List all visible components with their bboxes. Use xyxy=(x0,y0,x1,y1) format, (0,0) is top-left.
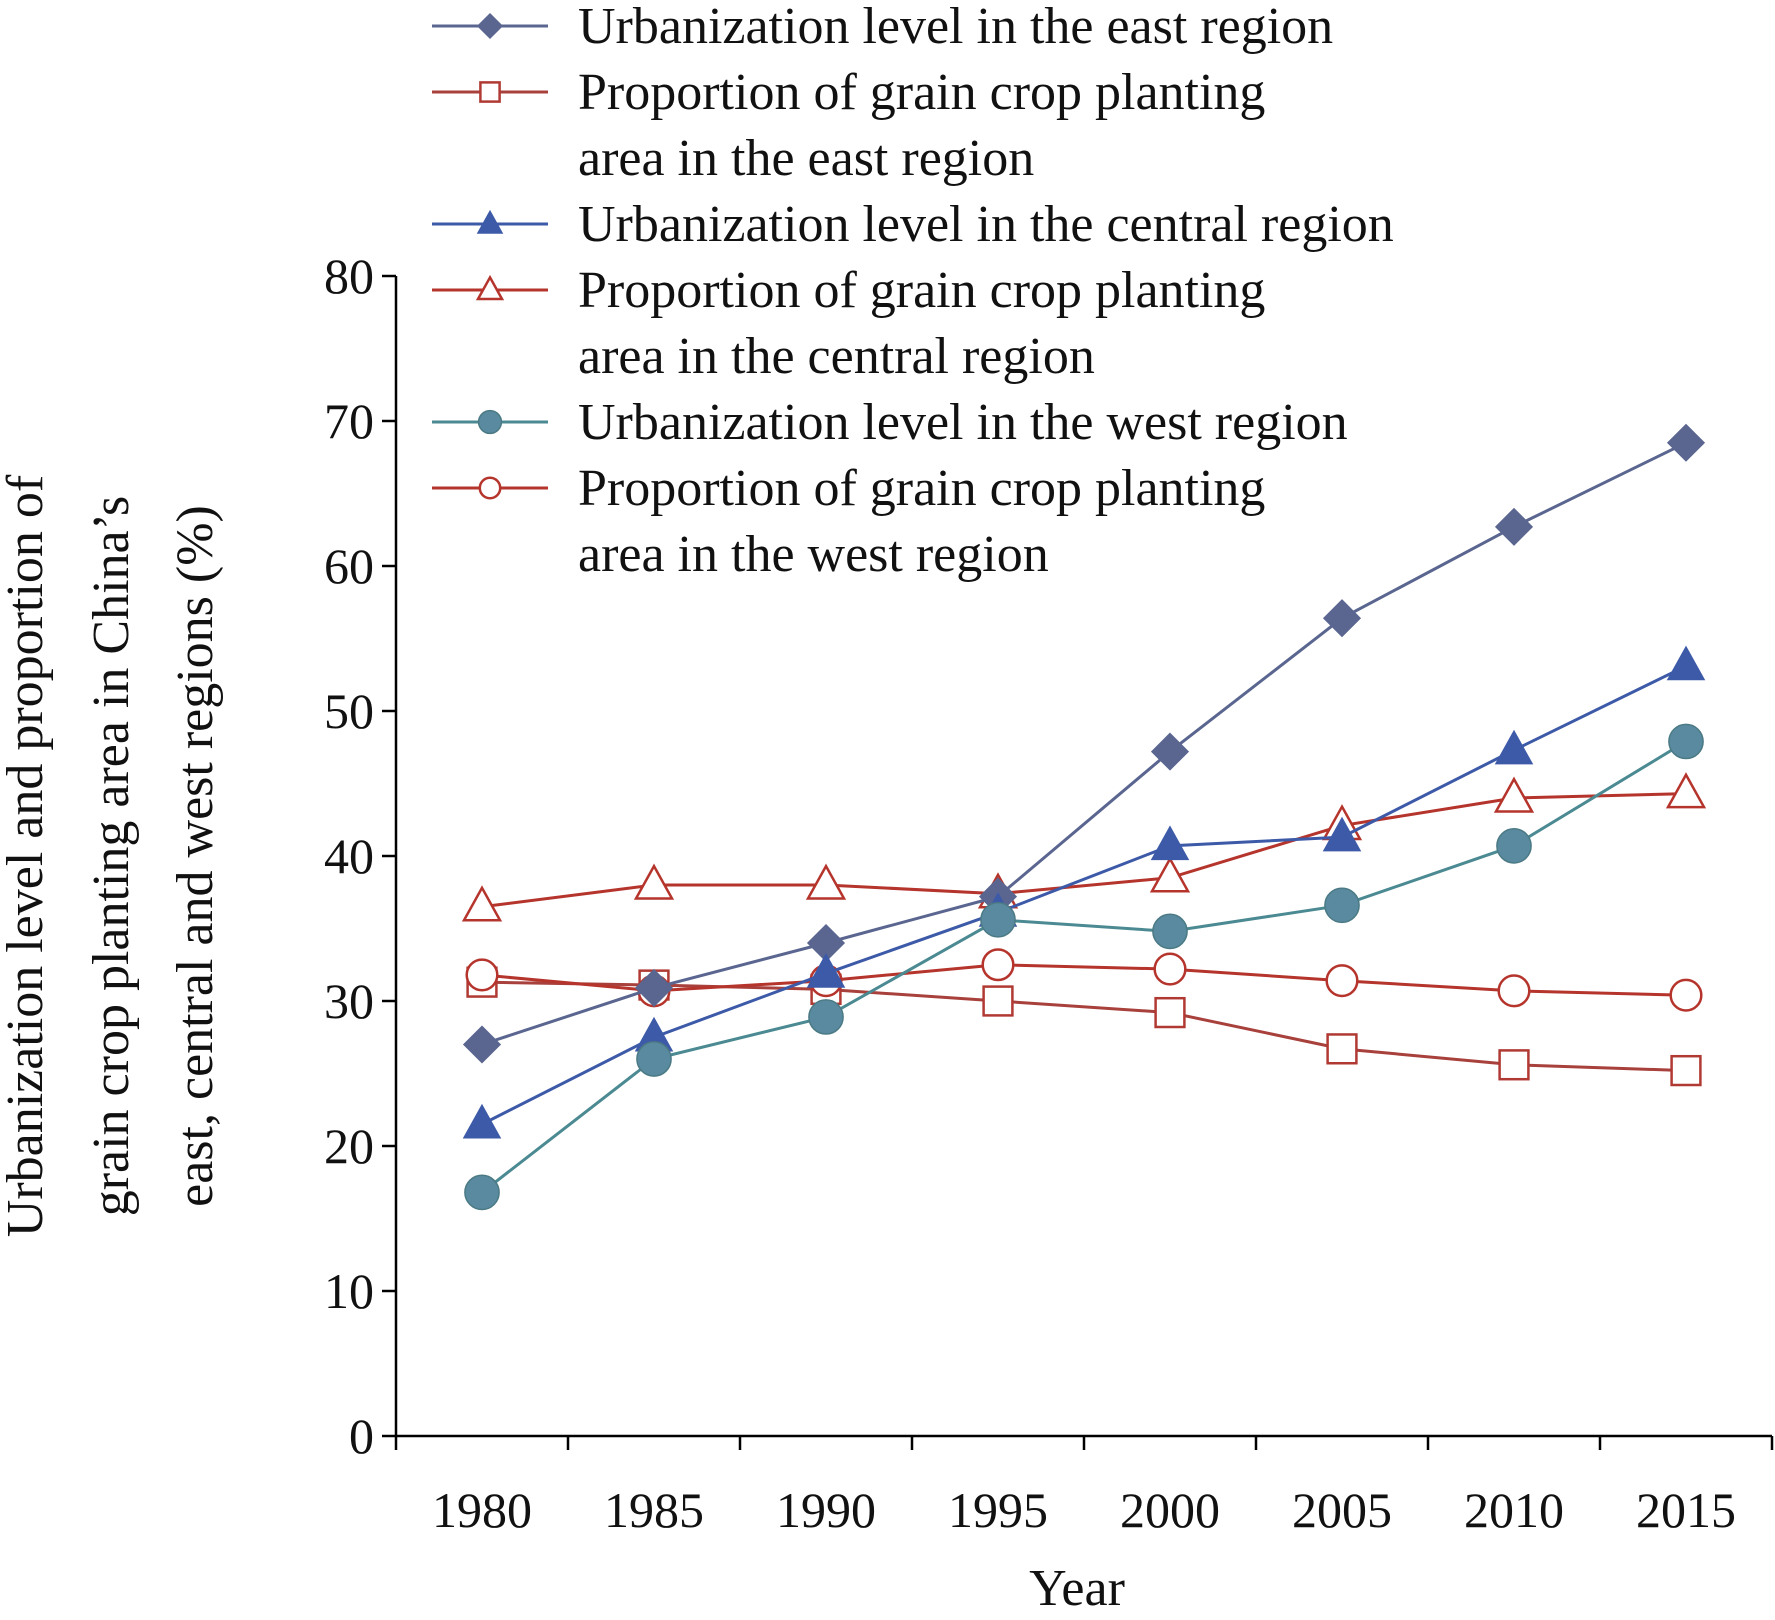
legend-label: Proportion of grain crop planting xyxy=(578,460,1265,517)
legend-marker-grain-east xyxy=(479,81,501,103)
legend-item-urban-west: Urbanization level in the west region xyxy=(432,394,1348,451)
data-point-urban-west xyxy=(980,901,1016,938)
data-point-grain-east xyxy=(1498,1049,1530,1081)
data-point-urban-west xyxy=(464,1174,500,1211)
legend-label: Proportion of grain crop planting xyxy=(578,64,1265,121)
data-point-grain-central xyxy=(1149,856,1191,893)
data-point-grain-east xyxy=(982,985,1014,1017)
legend-marker-grain-west xyxy=(478,476,502,500)
series-line-grain-central xyxy=(481,792,1687,909)
data-point-urban-central xyxy=(462,1103,502,1139)
series-urban-east xyxy=(462,423,1706,1064)
y-tick-label: 80 xyxy=(324,248,374,304)
legend-label: Urbanization level in the east region xyxy=(578,0,1333,55)
x-axis-title: Year xyxy=(1029,1560,1125,1617)
x-tick-label: 1980 xyxy=(432,1482,532,1538)
data-point-grain-east xyxy=(1326,1033,1358,1065)
legend: Urbanization level in the east region Pro… xyxy=(432,0,1394,583)
data-point-grain-west xyxy=(981,948,1015,982)
y-tick-label: 40 xyxy=(324,828,374,884)
y-tick-label: 0 xyxy=(349,1408,374,1464)
data-point-urban-east xyxy=(1150,732,1190,771)
x-tick-label: 2015 xyxy=(1636,1482,1736,1538)
data-point-grain-central xyxy=(461,885,503,922)
data-point-grain-central xyxy=(1493,776,1535,813)
data-point-urban-east xyxy=(462,1025,502,1064)
data-point-urban-east xyxy=(1322,599,1362,638)
y-axis-title-line: grain crop planting area in China’s xyxy=(83,496,140,1217)
legend-label: area in the central region xyxy=(578,328,1095,385)
data-point-grain-west xyxy=(465,958,499,992)
data-point-urban-west xyxy=(1324,887,1360,924)
y-tick-label: 30 xyxy=(324,973,374,1029)
data-point-grain-west xyxy=(1325,964,1359,998)
legend-label: area in the east region xyxy=(578,130,1034,187)
data-point-urban-west xyxy=(1496,828,1532,864)
data-point-grain-east xyxy=(1154,996,1186,1029)
legend-label: area in the west region xyxy=(578,526,1049,583)
legend-marker-grain-central xyxy=(475,274,505,301)
legend-marker-urban-east xyxy=(476,12,504,40)
data-point-urban-west xyxy=(808,999,844,1035)
y-tick-label: 20 xyxy=(324,1118,374,1174)
series-line-grain-east xyxy=(481,980,1687,1073)
y-tick-label: 50 xyxy=(324,683,374,739)
y-tick-label: 60 xyxy=(324,538,374,594)
data-point-grain-west xyxy=(1669,978,1703,1012)
legend-item-grain-central: Proportion of grain crop planting area in… xyxy=(432,262,1265,385)
legend-item-urban-east: Urbanization level in the east region xyxy=(432,0,1333,55)
data-point-urban-central xyxy=(806,953,846,988)
x-tick-label: 1995 xyxy=(948,1482,1048,1538)
legend-marker-urban-central xyxy=(476,209,504,234)
legend-marker-urban-west xyxy=(477,409,503,435)
legend-label: Urbanization level in the west region xyxy=(578,394,1348,451)
series-line-urban-central xyxy=(481,664,1687,1126)
y-axis-title-line: east, central and west regions (%) xyxy=(167,505,224,1207)
x-tick-label: 2010 xyxy=(1464,1482,1564,1538)
data-point-grain-east xyxy=(1670,1054,1702,1087)
legend-item-urban-central: Urbanization level in the central region xyxy=(432,196,1394,253)
series-line-urban-west xyxy=(481,740,1687,1194)
series-line-grain-west xyxy=(481,963,1687,997)
data-point-grain-west xyxy=(1153,952,1187,986)
x-tick-label: 2000 xyxy=(1120,1482,1220,1538)
legend-label: Proportion of grain crop planting xyxy=(578,262,1265,319)
y-axis-title-line: Urbanization level and proportion of xyxy=(0,474,54,1237)
legend-item-grain-east: Proportion of grain crop planting area in… xyxy=(432,64,1265,187)
series-layer xyxy=(461,423,1707,1211)
data-point-grain-central xyxy=(633,863,675,900)
data-point-grain-west xyxy=(1497,974,1531,1008)
data-point-urban-west xyxy=(1152,913,1188,950)
x-tick-label: 2005 xyxy=(1292,1482,1392,1538)
data-point-urban-east xyxy=(1494,507,1534,546)
data-point-urban-west xyxy=(636,1041,672,1077)
y-tick-label: 10 xyxy=(324,1263,374,1319)
data-point-urban-east xyxy=(1666,423,1706,462)
series-urban-west xyxy=(464,723,1704,1211)
data-point-grain-central xyxy=(805,863,847,900)
legend-label: Urbanization level in the central region xyxy=(578,196,1394,253)
axes: 0 10 20 30 40 50 60 70 80 1980 1985 1990 1995 2000 200… xyxy=(324,248,1774,1538)
series-line-urban-east xyxy=(481,441,1687,1046)
data-point-urban-west xyxy=(1668,723,1704,760)
data-point-grain-central xyxy=(1665,772,1707,809)
data-point-urban-central xyxy=(1494,729,1534,765)
data-point-urban-east xyxy=(634,968,674,1008)
x-tick-label: 1985 xyxy=(604,1482,704,1538)
data-point-urban-central xyxy=(1322,816,1362,852)
legend-item-grain-west: Proportion of grain crop planting area in… xyxy=(432,460,1265,583)
y-tick-label: 70 xyxy=(324,393,374,449)
y-axis-title: Urbanization level and proportion of grai… xyxy=(0,474,224,1237)
data-point-urban-central xyxy=(1150,825,1190,861)
data-point-urban-central xyxy=(1666,645,1706,681)
x-tick-label: 1990 xyxy=(776,1482,876,1538)
